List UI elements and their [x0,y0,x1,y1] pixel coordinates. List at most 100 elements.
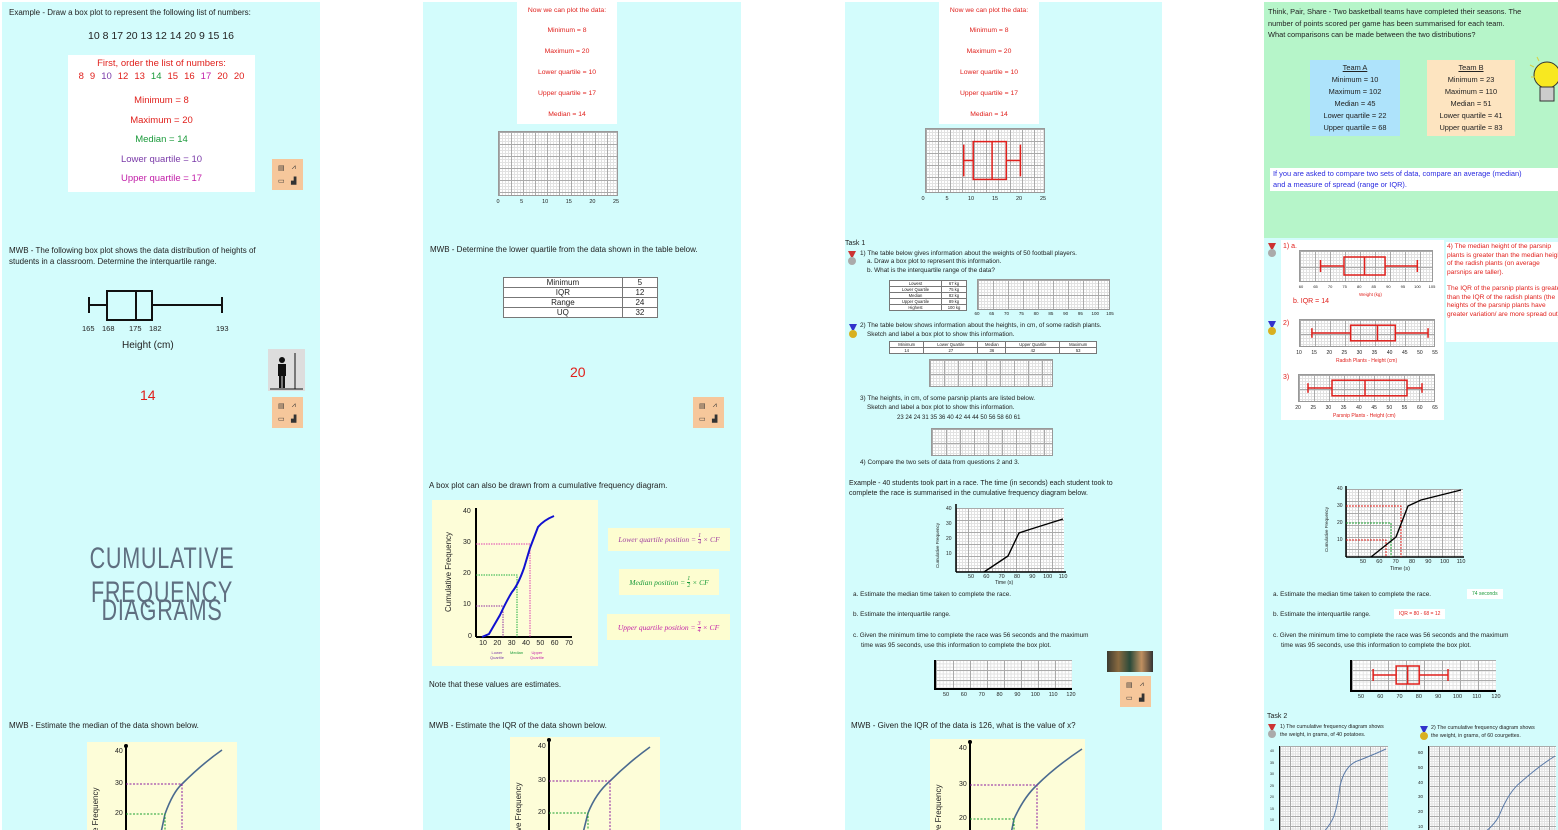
blank-grid [977,279,1110,310]
tick-label: 35 [1270,760,1274,765]
question-b: b. Estimate the interquartile range. [853,611,951,618]
courgette-cf-chart [1428,746,1556,830]
question-4: 4) Compare the two sets of data from que… [860,459,1020,466]
tick-label: 70 [998,574,1005,580]
summary-box: Now we can plot the data: Minimum = 8 Maxi… [939,2,1039,124]
y-axis-label: Cumulative Frequency [1324,506,1329,552]
table-cell: UQ [503,307,623,318]
radish-box-plot [1299,319,1435,347]
tick-label: 30 [1418,794,1424,800]
box [972,140,1007,181]
chart-tools-button[interactable]: ▤ ⩘ ▭ ▟ [693,397,724,428]
tick-label: 100 [1440,559,1450,565]
task-title: Task 1 [845,240,866,247]
table-cell: Range [503,297,623,308]
think-pair-share-slide: Think, Pair, Share - Two basketball team… [1264,2,1558,238]
lightbulb-icon [1529,56,1558,102]
table-icon: ▭ [1125,694,1133,702]
table-row: Highest 100 kg [889,304,968,311]
bar-icon: ▤ [277,165,285,173]
team-stat: Minimum = 23 [1447,75,1495,84]
tick-label: 105 [1106,311,1114,316]
y-axis-ticks: 60 50 40 30 20 10 [1418,746,1423,830]
person-height-icon [268,349,305,391]
tick-label: 25 [1039,196,1047,202]
ordered-number: 20 [233,71,245,82]
team-stat: Maximum = 102 [1328,87,1382,96]
tick-label: 40 [1386,350,1393,356]
tick-label: 60 [1377,694,1384,700]
tick-label: 45 [1371,405,1377,411]
silver-medal-icon [848,251,856,265]
chart-tools-button[interactable]: ▤ ⩘ ▭ ▟ [1120,676,1151,707]
ordered-number: 8 [78,71,84,82]
slide-column-2: Now we can plot the data: Minimum = 8 Maxi… [423,2,741,830]
tick-label: 60 [1376,559,1383,565]
tick-label: 50 [1418,764,1424,770]
tick-label: 60 [1418,750,1424,755]
line-chart-icon: ⩘ [712,402,717,410]
tick-label: 50 [536,640,545,647]
tick-label: 90 [1014,692,1021,698]
line-chart-icon: ⩘ [291,402,296,410]
table-cell: Highest [889,304,942,311]
x-axis-ticks: 50 60 70 80 90 100 110 [1359,559,1465,567]
weights-table: Lowest 67 kg Lower Quartile 75 kg Median 82 k… [889,280,968,311]
tick-label: 80 [1415,694,1422,700]
ordered-number: 15 [167,71,179,82]
tick-label: 60 [960,692,967,698]
tick-label: 25 [1310,405,1316,411]
minimum-text: Minimum = 8 [134,95,189,106]
table-row: Upper Quartile 89 kg [889,298,968,305]
box-plot [963,140,1022,181]
iqr-answer: IQR = 80 - 68 = 12 [1394,609,1446,619]
tick-label: 80 [1356,284,1362,289]
tick-label: 65 [989,311,995,316]
tick-label: 65 [1432,405,1438,411]
tick-label: 15 [1270,806,1274,811]
slide-title: MWB - Given the IQR of the data is 126, … [851,721,1076,730]
tick-label: 50 [1359,559,1367,565]
bar-icon: ▤ [698,403,706,411]
y-axis-ticks: 40 35 30 25 20 15 10 5 [1270,746,1274,830]
slide-title: Example - 40 students took part in a rac… [849,480,1113,497]
table-row: UQ 32 [503,307,659,318]
table-cell: 32 [621,307,659,318]
tick-label: 90 [1425,559,1432,565]
task2-question-1: 1) The cumulative frequency diagram show… [1280,724,1384,738]
tick-label: 105 [1428,284,1436,289]
ordered-list: 8 9 10 12 13 14 15 16 17 20 20 [68,71,255,83]
blank-grid [931,428,1053,456]
x-axis-ticks: 0 5 10 15 20 25 [921,196,1047,204]
column-chart-icon: ▟ [712,415,718,423]
tick-label: 5 [945,196,949,202]
tick-label: 50 [1357,694,1365,700]
chart-tools-button[interactable]: ▤ ⩘ ▭ ▟ [272,397,303,428]
answer-text: 20 [570,364,586,380]
tick-label: 25 [1341,350,1348,356]
tick-label: 15 [991,196,999,202]
tick-label: 70 [1392,559,1399,565]
radish-table: Minimum Lower Quartile Median Upper Quartil… [888,341,1097,354]
ordered-number: 9 [89,71,96,82]
tick-label: 20 [1326,350,1332,356]
tick-label: 45 [1401,350,1408,356]
tick-label: 15 [1311,350,1317,356]
tick-label: 100 [1091,311,1099,316]
tick-label: 10 [479,640,487,647]
tick-label: 85 [1048,311,1054,316]
team-b-box: Team B Minimum = 23 Maximum = 110 Median = … [1427,60,1515,136]
tick-label: 90 [1435,694,1442,700]
box [1349,324,1397,342]
summary-box: Now we can plot the data: Minimum = 8 Maxi… [517,2,617,124]
blank-grid [929,359,1053,387]
table-icon: ▭ [277,177,285,185]
ordered-number: 10 [101,71,112,82]
data-table: Minimum 5 IQR 12 Range 24 UQ 32 [503,277,659,318]
tick-label: 110 [1456,559,1466,565]
tick-label: 50 [1417,350,1423,356]
parsnip-box-plot [1298,374,1435,402]
lq-formula: Lower quartile position = 1 4 × CF [608,528,730,551]
team-stat: Upper quartile = 68 [1323,123,1387,132]
chart-tools-button[interactable]: ▤ ⩘ ▭ ▟ [272,159,303,190]
